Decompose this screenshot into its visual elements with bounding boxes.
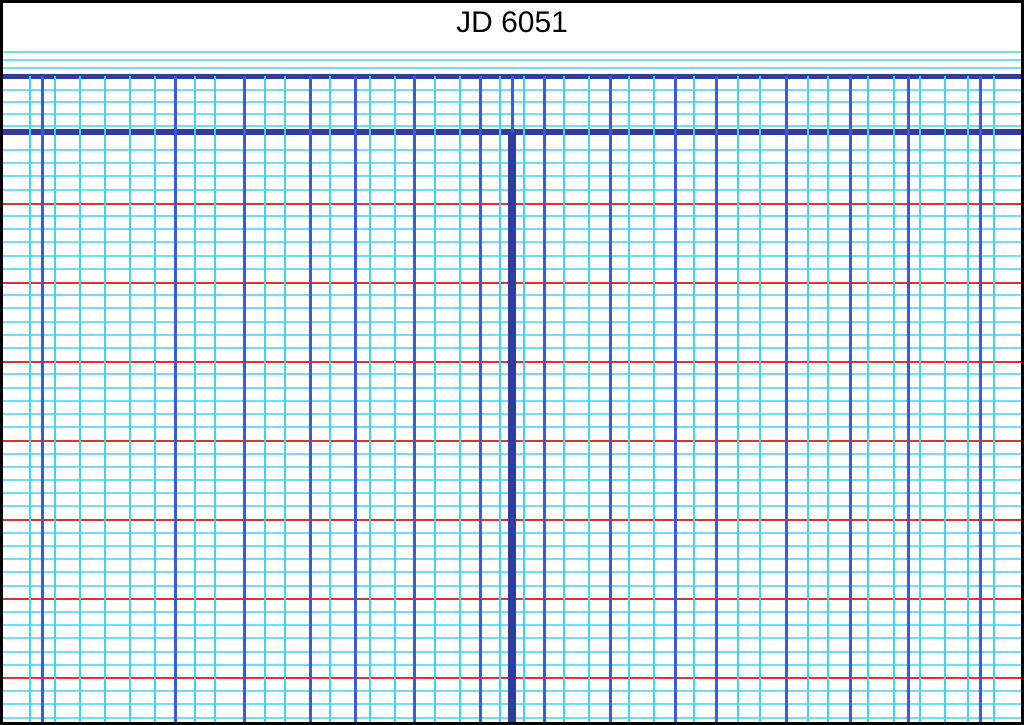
grid-vline	[979, 132, 982, 725]
grid-vline	[867, 76, 869, 725]
grid-vline	[479, 132, 482, 725]
grid-vline	[413, 76, 416, 132]
grid-hline	[0, 67, 1024, 69]
grid-vline	[194, 76, 196, 725]
grid-vline	[674, 76, 677, 132]
grid-vline	[628, 76, 630, 725]
grid-vline	[907, 76, 910, 132]
grid-vline	[715, 132, 718, 725]
grid-vline	[919, 76, 921, 725]
grid-vline	[354, 132, 357, 725]
grid-vline	[785, 132, 788, 725]
grid-vline	[944, 76, 946, 725]
grid-vline	[785, 76, 788, 132]
grid-vline	[129, 76, 131, 725]
grid-vline	[29, 76, 31, 725]
grid-vline	[499, 76, 501, 725]
grid-vline	[907, 132, 910, 725]
grid-vline	[369, 76, 371, 725]
grid-vline	[674, 132, 677, 725]
grid-vline	[693, 76, 695, 725]
grid-vline	[154, 76, 156, 725]
grid-vline	[967, 76, 969, 725]
grid-hline	[0, 51, 1024, 53]
grid-vline	[243, 132, 246, 725]
grid-vline	[243, 76, 246, 132]
grid-vline	[214, 76, 216, 725]
grid-vline	[394, 76, 396, 725]
grid-vline	[563, 76, 565, 725]
grid-vline	[759, 76, 761, 725]
grid-vline	[309, 132, 312, 725]
grid-vline	[609, 76, 612, 132]
grid-hline	[0, 59, 1024, 61]
grid-vline	[543, 76, 546, 132]
grid-vline	[104, 76, 106, 725]
grid-vline	[354, 76, 357, 132]
grid-vline	[41, 132, 44, 725]
grid-vline	[807, 76, 809, 725]
grid-vline	[413, 132, 416, 725]
grid-vline	[79, 76, 81, 725]
grid-vline	[508, 132, 516, 725]
grid-vline	[54, 76, 56, 725]
grid-vline	[523, 76, 525, 725]
grid-vline	[979, 76, 982, 132]
grid-vline	[174, 76, 177, 132]
ledger-page: JD 6051	[0, 0, 1024, 725]
grid-vline	[459, 76, 461, 725]
grid-vline	[588, 76, 590, 725]
grid-vline	[264, 76, 266, 725]
grid-vline	[737, 76, 739, 725]
grid-vline	[479, 76, 482, 132]
grid-vline	[174, 132, 177, 725]
grid-vline	[609, 132, 612, 725]
grid-vline	[329, 76, 331, 725]
grid-vline	[653, 76, 655, 725]
grid-vline	[827, 76, 829, 725]
grid-vline	[993, 76, 995, 725]
grid-vline	[511, 76, 514, 132]
grid-vline	[893, 76, 895, 725]
grid-vline	[41, 76, 44, 132]
grid-vline	[309, 76, 312, 132]
grid-vline	[849, 76, 852, 132]
grid-vline	[543, 132, 546, 725]
grid-vline	[434, 76, 436, 725]
grid-vline	[284, 76, 286, 725]
grid-vline	[715, 76, 718, 132]
grid-vline	[849, 132, 852, 725]
grid-layer	[0, 0, 1024, 725]
